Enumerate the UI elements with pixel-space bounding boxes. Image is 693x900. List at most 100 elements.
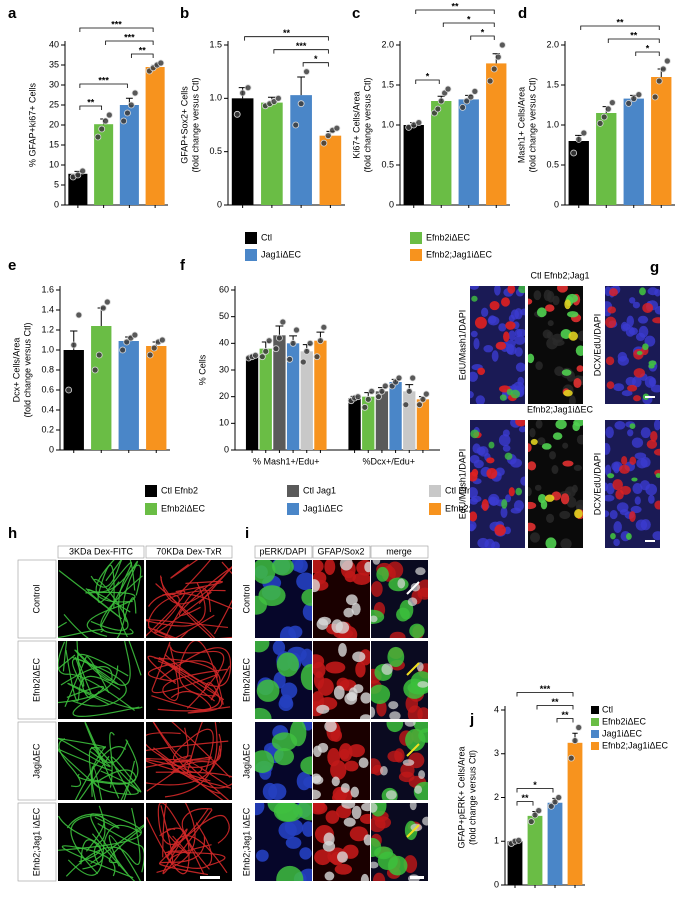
- data-point: [381, 382, 389, 390]
- significance-bracket: [516, 788, 554, 793]
- bar: [651, 77, 672, 205]
- data-point: [99, 304, 107, 312]
- vessel: [146, 740, 229, 761]
- micrograph-content: [371, 722, 428, 800]
- cell: [528, 461, 537, 471]
- significance-label: ***: [540, 684, 551, 694]
- cell: [318, 616, 332, 626]
- micrograph-content: [146, 803, 230, 876]
- data-point: [252, 351, 259, 359]
- cell: [529, 532, 541, 543]
- cell: [371, 581, 383, 597]
- cell: [417, 681, 428, 688]
- bar: [403, 391, 416, 450]
- vessel: [70, 815, 105, 875]
- legend-label: Efnb2;Jag1iΔEC: [426, 249, 493, 259]
- significance-bracket: [79, 83, 128, 88]
- y-axis-label: Dcx+ Cells/Area: [11, 338, 21, 403]
- legend-label: Efnb2iΔEC: [602, 716, 647, 726]
- panel-letter: j: [469, 711, 474, 728]
- bar: [458, 99, 479, 205]
- data-point: [103, 298, 111, 306]
- cell: [629, 423, 636, 429]
- y-tick-label: 1.6: [41, 284, 54, 294]
- data-point: [79, 167, 87, 175]
- cell: [528, 487, 532, 497]
- cell: [276, 652, 299, 677]
- cell: [568, 331, 578, 341]
- data-point: [320, 323, 328, 331]
- cell: [284, 819, 304, 836]
- cell: [255, 707, 272, 719]
- panel-letter: e: [8, 257, 16, 274]
- data-point: [286, 355, 294, 363]
- significance-bracket: [130, 53, 154, 58]
- cell: [551, 333, 564, 343]
- cell: [255, 641, 270, 653]
- cell: [343, 817, 356, 827]
- vessel: [65, 649, 121, 702]
- cell: [605, 464, 612, 476]
- scale-bar: [200, 876, 220, 879]
- cell: [358, 757, 369, 769]
- cell: [317, 742, 329, 753]
- cell: [343, 607, 354, 618]
- bar: [68, 173, 88, 205]
- y-axis-label: (fold change versus Ctl): [527, 77, 537, 172]
- bar: [314, 340, 327, 450]
- data-point: [368, 387, 376, 395]
- cell: [534, 484, 542, 491]
- cell: [606, 381, 615, 390]
- cell: [633, 368, 645, 378]
- cell: [376, 699, 387, 717]
- data-point: [303, 68, 310, 76]
- cell: [572, 422, 581, 432]
- cell: [486, 457, 495, 464]
- vessel: [64, 655, 110, 707]
- cell: [418, 728, 428, 743]
- cell: [609, 288, 618, 297]
- bar: [507, 841, 523, 885]
- data-point: [600, 113, 608, 121]
- y-tick-label: 30: [49, 79, 59, 89]
- y-tick-label: 1.0: [209, 93, 222, 103]
- cell: [494, 524, 506, 536]
- cell: [338, 642, 347, 657]
- cell: [501, 499, 508, 509]
- y-tick-label: 0: [224, 444, 229, 454]
- arrow: [406, 824, 420, 838]
- cell: [302, 602, 312, 621]
- cell: [339, 560, 353, 571]
- micrograph-content: [147, 641, 232, 714]
- cell: [563, 389, 573, 397]
- y-tick-label: 0: [389, 199, 394, 209]
- y-tick-label: 2.0: [546, 39, 559, 49]
- cell: [627, 429, 634, 437]
- cell: [647, 287, 659, 296]
- cell: [652, 317, 660, 324]
- column-header: 3KDa Dex-FITC: [69, 546, 134, 556]
- cell: [352, 572, 370, 585]
- vessel: [157, 803, 209, 875]
- cell: [372, 872, 386, 881]
- y-tick-label: 0: [49, 444, 54, 454]
- cell: [529, 428, 536, 438]
- bar: [145, 67, 165, 205]
- vessel: [97, 822, 144, 873]
- vessel: [107, 562, 133, 638]
- cell: [518, 286, 525, 294]
- cell: [605, 510, 610, 518]
- cell: [518, 426, 525, 433]
- row-label: JagiΔEC: [241, 743, 251, 779]
- data-point: [65, 386, 73, 394]
- cell: [394, 748, 405, 763]
- vessel: [155, 753, 232, 789]
- data-point: [444, 85, 452, 93]
- cell: [577, 330, 583, 342]
- cell: [317, 678, 334, 696]
- y-tick-label: 20: [49, 119, 59, 129]
- cell: [610, 532, 616, 540]
- cell: [359, 714, 370, 719]
- cell: [635, 332, 646, 342]
